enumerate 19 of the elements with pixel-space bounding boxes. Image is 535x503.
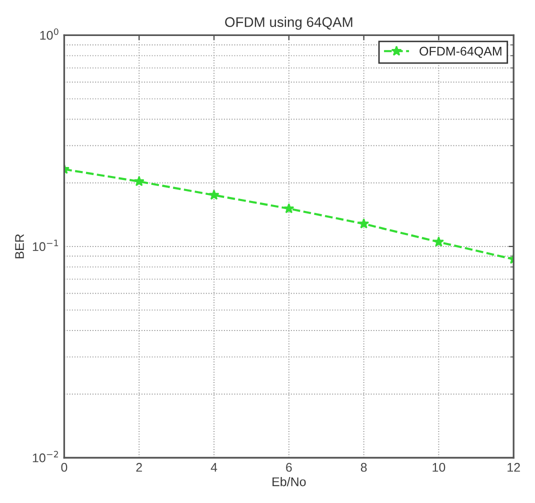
legend-label: OFDM-64QAM: [420, 46, 502, 58]
y-tick-label: 10$^{−1}$: [32, 240, 58, 252]
point: [134, 176, 144, 186]
point: [433, 236, 444, 247]
chart-title: OFDM using 64QAM: [225, 16, 352, 30]
y-tick-label: 10$^{−2}$: [32, 450, 58, 462]
point: [358, 218, 370, 228]
x-tick-label: 12: [508, 462, 520, 472]
point: [284, 203, 294, 214]
y-tick-label: 10$^{0}$: [40, 28, 58, 40]
x-tick-label: 4: [210, 463, 218, 472]
x-axis-title: Eb/No: [272, 477, 306, 486]
x-tick-label: 10: [432, 462, 446, 472]
x-tick-label: 0: [61, 462, 68, 472]
x-tick-label: 6: [286, 462, 292, 472]
y-axis-title: BER: [15, 234, 24, 258]
x-tick-label: 2: [136, 462, 142, 472]
x-tick-label: 8: [360, 462, 367, 472]
point: [208, 190, 220, 200]
